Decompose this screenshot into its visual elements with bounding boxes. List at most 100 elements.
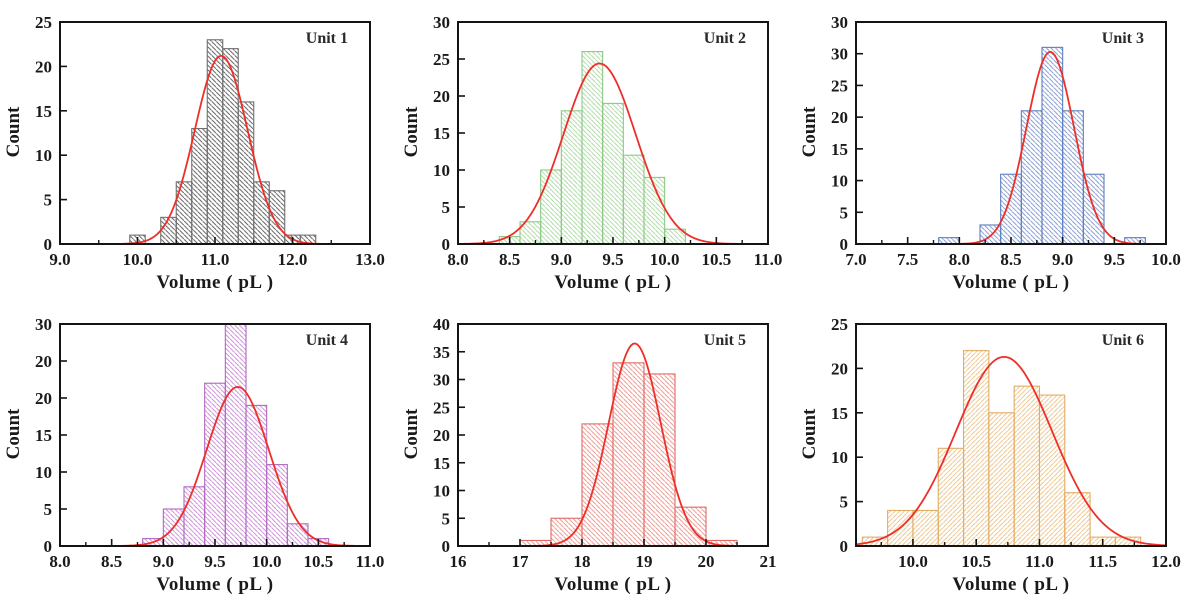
x-tick-label: 16 [450, 552, 467, 571]
y-tick-label: 10 [35, 146, 52, 165]
x-tick-label: 11.0 [356, 552, 385, 571]
y-tick-label: 25 [831, 76, 848, 95]
x-tick-label: 9.0 [153, 552, 174, 571]
histogram-bar [963, 350, 990, 546]
histogram-bar [222, 48, 239, 244]
histogram-plot-unit-5: 16 17 18 19 20 21 0 5 10 15 20 25 30 35 40 [433, 315, 777, 571]
y-tick-label: 15 [831, 140, 848, 159]
x-axis-title: Volume ( pL ) [952, 272, 1070, 293]
x-tick-label: 8.0 [49, 552, 70, 571]
x-axis-title: Volume ( pL ) [156, 574, 274, 595]
x-tick-label: 10.5 [961, 552, 991, 571]
y-axis-title: Count [799, 408, 820, 460]
x-tick-label: 9.0 [1052, 250, 1073, 269]
x-tick-label: 9.0 [49, 250, 70, 269]
y-tick-label: 15 [433, 454, 450, 473]
y-tick-label: 5 [442, 198, 451, 217]
x-tick-label: 9.5 [204, 552, 225, 571]
histogram-bar [550, 517, 583, 546]
histogram-bar [540, 169, 562, 244]
histogram-bar [1124, 237, 1146, 244]
chart-panel-unit-5: 16 17 18 19 20 21 0 5 10 15 20 25 30 35 40 Count Volum… [398, 302, 796, 604]
x-tick-label: 13.0 [355, 250, 385, 269]
y-tick-label: 10 [433, 482, 450, 501]
histogram-bar [268, 190, 286, 244]
y-axis-title: Count [799, 106, 820, 158]
y-tick-label: 30 [35, 315, 52, 334]
histogram-plot-unit-6: 10.0 10.5 11.0 11.5 12.0 0 5 10 15 20 25 [831, 315, 1181, 571]
y-axis-title: Count [3, 106, 24, 158]
y-tick-label: 0 [442, 537, 451, 556]
histogram-bar [253, 181, 270, 244]
chart-panel-unit-4: 8.0 8.5 9.0 9.5 10.0 10.5 11.0 0 5 10 15 20 20 30 Cou… [0, 302, 398, 604]
y-tick-label: 0 [840, 537, 849, 556]
x-tick-label: 10.0 [650, 250, 680, 269]
unit-label: Unit 1 [305, 30, 348, 47]
x-tick-label: 8.5 [101, 552, 122, 571]
histogram-bars [861, 350, 1142, 546]
x-tick-label: 8.0 [949, 250, 970, 269]
histogram-bar [160, 216, 177, 244]
x-tick-label: 11.5 [1088, 552, 1117, 571]
x-tick-label: 12.0 [278, 250, 308, 269]
y-tick-label: 25 [433, 398, 450, 417]
unit-label: Unit 5 [703, 332, 746, 349]
histogram-bar [643, 373, 676, 546]
x-tick-label: 9.5 [602, 250, 623, 269]
chart-panel-unit-3: 7.0 7.5 8.0 8.5 9.0 9.5 10.0 0 5 10 15 20 25 30 30 Cou… [796, 0, 1194, 302]
x-tick-label: 8.5 [499, 250, 520, 269]
histogram-bar [183, 486, 206, 546]
histogram-bar [1038, 394, 1066, 546]
histogram-bar [206, 39, 224, 244]
x-axis-title: Volume ( pL ) [554, 272, 672, 293]
x-tick-label: 19 [636, 552, 653, 571]
x-tick-label: 10.0 [1151, 250, 1181, 269]
chart-panel-unit-6: 10.0 10.5 11.0 11.5 12.0 0 5 10 15 20 25 Count Vol… [796, 302, 1194, 604]
y-tick-label: 5 [442, 509, 451, 528]
x-tick-label: 11.0 [201, 250, 230, 269]
x-tick-label: 18 [574, 552, 591, 571]
histogram-plot-unit-2: 8.0 8.5 9.0 9.5 10.0 10.5 11.0 0 5 10 15 20 25 30 [433, 13, 782, 269]
x-tick-label: 17 [512, 552, 530, 571]
histogram-bar [266, 464, 288, 546]
y-tick-label: 20 [35, 389, 52, 408]
histogram-bars [519, 362, 738, 546]
histogram-bar [988, 412, 1015, 546]
x-tick-label: 20 [698, 552, 715, 571]
chart-panel-unit-2: 8.0 8.5 9.0 9.5 10.0 10.5 11.0 0 5 10 15 20 25 30 Cou… [398, 0, 796, 302]
histogram-bar [1041, 46, 1064, 244]
y-tick-label: 15 [35, 102, 52, 121]
histogram-bar [224, 324, 247, 546]
y-tick-label: 30 [433, 371, 450, 390]
y-tick-label: 20 [35, 352, 52, 371]
y-tick-label: 10 [831, 448, 848, 467]
histogram-bar [602, 102, 624, 244]
unit-label: Unit 6 [1101, 332, 1144, 349]
y-tick-label: 30 [831, 45, 848, 64]
y-tick-label: 10 [433, 161, 450, 180]
x-tick-label: 12.0 [1151, 552, 1181, 571]
x-tick-label: 10.0 [898, 552, 928, 571]
unit-label: Unit 4 [305, 332, 348, 349]
histogram-plot-unit-3: 7.0 7.5 8.0 8.5 9.0 9.5 10.0 0 5 10 15 20 25 30 30 [831, 13, 1181, 269]
x-tick-label: 8.0 [447, 250, 468, 269]
gaussian-fit-curve [856, 355, 1166, 546]
histogram-bar [622, 154, 645, 244]
y-tick-label: 10 [831, 172, 848, 191]
y-tick-label: 20 [433, 87, 450, 106]
y-tick-label: 15 [831, 404, 848, 423]
histogram-bar [1062, 110, 1084, 244]
y-tick-label: 0 [840, 235, 849, 254]
y-tick-label: 15 [35, 426, 52, 445]
y-tick-label: 20 [433, 426, 450, 445]
y-axis-title: Count [401, 408, 422, 460]
x-tick-label: 11.0 [1025, 552, 1054, 571]
x-tick-label: 10.5 [303, 552, 333, 571]
x-tick-label: 7.5 [897, 250, 918, 269]
histogram-bars [938, 46, 1146, 244]
histogram-bar [1013, 385, 1041, 546]
histogram-bar [912, 509, 939, 546]
histogram-bar [581, 423, 614, 546]
x-tick-label: 10.0 [123, 250, 153, 269]
